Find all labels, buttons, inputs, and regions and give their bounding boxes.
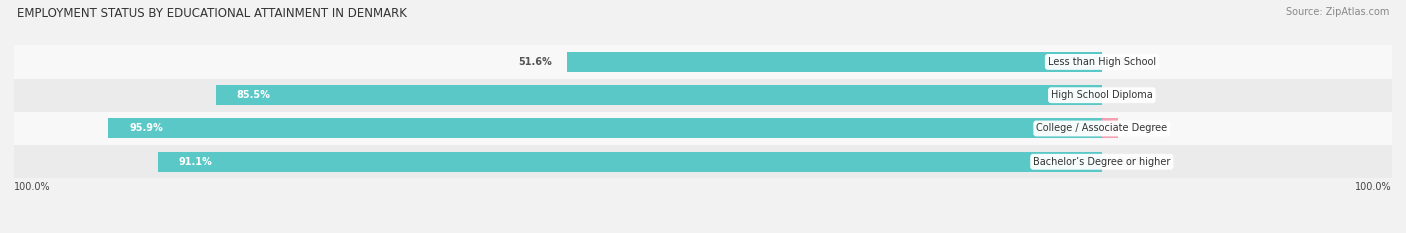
Bar (14, 112, 1392, 145)
Bar (217, 85, 1102, 105)
Text: Source: ZipAtlas.com: Source: ZipAtlas.com (1285, 7, 1389, 17)
Text: 0.0%: 0.0% (1118, 157, 1144, 167)
Bar (14, 79, 1392, 112)
Text: 91.1%: 91.1% (179, 157, 212, 167)
Bar (14, 145, 1392, 178)
Text: 51.6%: 51.6% (517, 57, 551, 67)
Bar (157, 152, 1102, 172)
Text: 95.9%: 95.9% (129, 123, 163, 134)
Text: 85.5%: 85.5% (236, 90, 271, 100)
Text: 0.0%: 0.0% (1118, 57, 1144, 67)
Text: 100.0%: 100.0% (1355, 182, 1392, 192)
Text: High School Diploma: High School Diploma (1052, 90, 1153, 100)
Text: Less than High School: Less than High School (1047, 57, 1156, 67)
Bar (567, 52, 1102, 72)
Bar (1102, 119, 1118, 138)
Text: 0.0%: 0.0% (1118, 90, 1144, 100)
Bar (108, 119, 1102, 138)
Text: College / Associate Degree: College / Associate Degree (1036, 123, 1167, 134)
Bar (14, 45, 1392, 79)
Text: 100.0%: 100.0% (14, 182, 51, 192)
Text: 1.6%: 1.6% (1135, 123, 1161, 134)
Text: Bachelor’s Degree or higher: Bachelor’s Degree or higher (1033, 157, 1171, 167)
Text: EMPLOYMENT STATUS BY EDUCATIONAL ATTAINMENT IN DENMARK: EMPLOYMENT STATUS BY EDUCATIONAL ATTAINM… (17, 7, 406, 20)
